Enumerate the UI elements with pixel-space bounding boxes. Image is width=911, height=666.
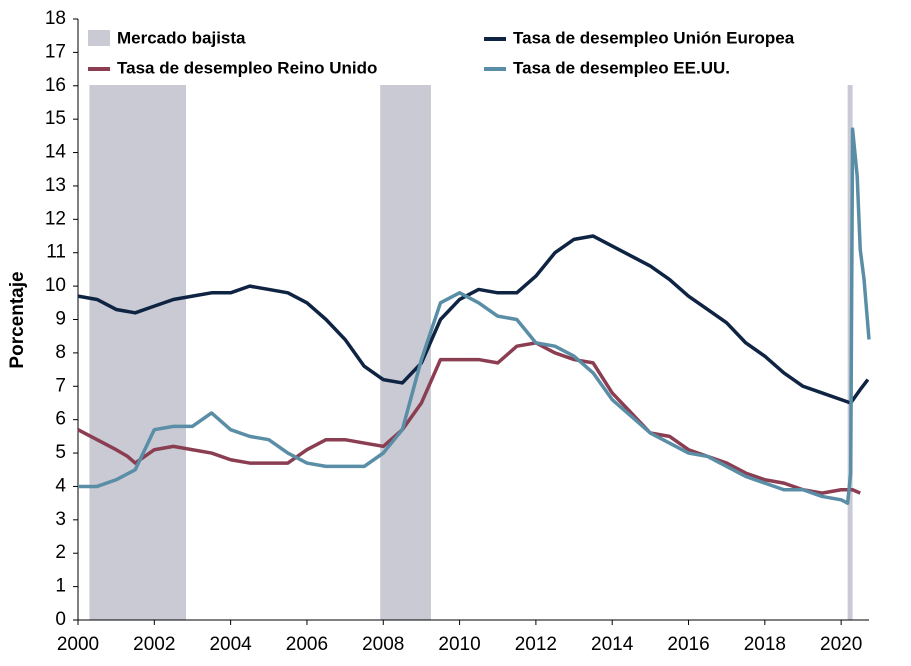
y-tick-label: 18 <box>45 8 66 29</box>
x-tick-label: 2010 <box>438 634 480 655</box>
y-tick-label: 15 <box>45 108 66 129</box>
x-tick-label: 2006 <box>286 634 328 655</box>
x-tick-label: 2004 <box>209 634 252 655</box>
y-tick-label: 3 <box>55 509 66 530</box>
series-line <box>77 341 861 495</box>
y-tick-label: 7 <box>55 375 66 396</box>
x-tick-label: 2018 <box>744 634 786 655</box>
y-tick-label: 8 <box>55 342 66 363</box>
y-axis-label: Porcentaje <box>7 271 28 368</box>
legend-label: Tasa de desempleo EE.UU. <box>513 58 730 77</box>
x-tick-label: 2002 <box>133 634 175 655</box>
y-tick-label: 5 <box>55 442 66 463</box>
x-tick-label: 2012 <box>515 634 557 655</box>
y-tick-label: 10 <box>45 275 66 296</box>
y-tick-label: 16 <box>45 75 66 96</box>
y-tick-label: 9 <box>55 309 66 330</box>
x-tick-label: 2016 <box>667 634 709 655</box>
y-tick-label: 2 <box>55 542 66 563</box>
y-tick-label: 11 <box>46 242 66 263</box>
x-tick-label: 2000 <box>57 634 99 655</box>
y-tick-label: 13 <box>45 175 66 196</box>
x-tick-label: 2014 <box>591 634 634 655</box>
series-line <box>78 127 871 505</box>
legend-label: Mercado bajista <box>117 28 246 47</box>
y-tick-label: 1 <box>55 576 66 597</box>
y-tick-label: 17 <box>45 41 66 62</box>
y-tick-label: 0 <box>55 609 66 630</box>
series-line <box>77 234 870 405</box>
shaded-range <box>89 85 186 620</box>
y-tick-label: 4 <box>55 475 66 496</box>
y-tick-label: 14 <box>45 142 67 163</box>
x-tick-label: 2020 <box>820 634 862 655</box>
y-tick-label: 6 <box>55 409 66 430</box>
y-tick-label: 12 <box>45 208 66 229</box>
legend-swatch <box>88 30 110 46</box>
x-tick-label: 2008 <box>362 634 404 655</box>
legend-label: Tasa de desempleo Reino Unido <box>117 58 377 77</box>
legend-label: Tasa de desempleo Unión Europea <box>513 28 795 47</box>
